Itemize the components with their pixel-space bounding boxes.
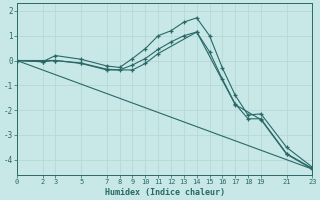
X-axis label: Humidex (Indice chaleur): Humidex (Indice chaleur): [105, 188, 225, 197]
